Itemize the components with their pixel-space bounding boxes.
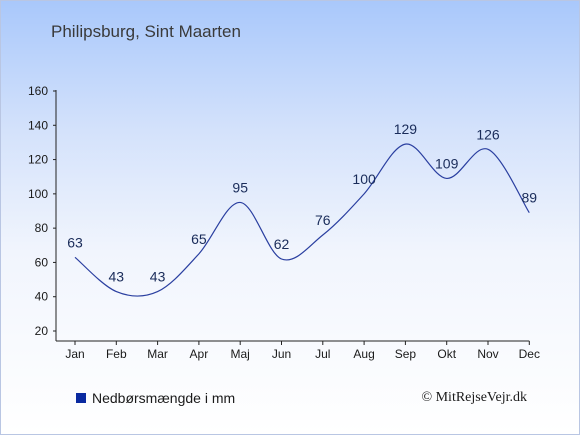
x-tick-label: Nov	[477, 347, 498, 361]
data-label: 43	[109, 269, 125, 285]
x-tick-label: Jul	[315, 347, 330, 361]
data-label: 95	[232, 179, 248, 195]
data-label: 76	[315, 212, 331, 228]
y-tick-label: 80	[35, 221, 49, 235]
data-label: 63	[67, 234, 83, 250]
y-tick-label: 60	[35, 255, 49, 269]
y-tick-label: 20	[35, 324, 49, 338]
x-tick-label: Sep	[395, 347, 417, 361]
y-ticks: 20 40 60 80 100 120 140 160	[28, 84, 56, 338]
series-line	[74, 143, 530, 297]
chart-title: Philipsburg, Sint Maarten	[51, 22, 241, 41]
x-tick-label: Aug	[353, 347, 374, 361]
x-ticks: Jan Feb Mar Apr Maj Jun Jul Aug Sep Okt Nov Dec	[65, 341, 540, 361]
legend-label: Nedbørsmængde i mm	[92, 390, 236, 406]
data-label: 65	[191, 231, 207, 247]
y-tick-label: 140	[28, 118, 48, 132]
x-tick-label: Feb	[106, 347, 127, 361]
data-label: 43	[150, 269, 166, 285]
legend: Nedbørsmængde i mm	[76, 390, 235, 406]
y-tick-label: 40	[35, 290, 49, 304]
data-label: 126	[476, 126, 500, 142]
x-tick-label: Jun	[272, 347, 291, 361]
data-label: 129	[394, 121, 418, 137]
x-tick-label: Apr	[190, 347, 209, 361]
data-label: 100	[352, 171, 376, 187]
axes	[55, 90, 530, 342]
y-tick-label: 160	[28, 84, 48, 98]
x-tick-label: Maj	[231, 347, 250, 361]
legend-swatch	[76, 393, 86, 403]
y-tick-label: 120	[28, 153, 48, 167]
x-tick-label: Jan	[65, 347, 84, 361]
series	[74, 143, 530, 297]
x-tick-label: Dec	[519, 347, 540, 361]
x-tick-label: Okt	[437, 347, 456, 361]
y-tick-label: 100	[28, 187, 48, 201]
data-labels: 63 43 43 65 95 62 76 100 129 109 126 89	[67, 121, 537, 284]
data-label: 62	[274, 236, 290, 252]
credit-text: © MitRejseVejr.dk	[421, 390, 527, 405]
x-tick-label: Mar	[147, 347, 168, 361]
data-label: 109	[435, 155, 459, 171]
data-label: 89	[522, 190, 538, 206]
